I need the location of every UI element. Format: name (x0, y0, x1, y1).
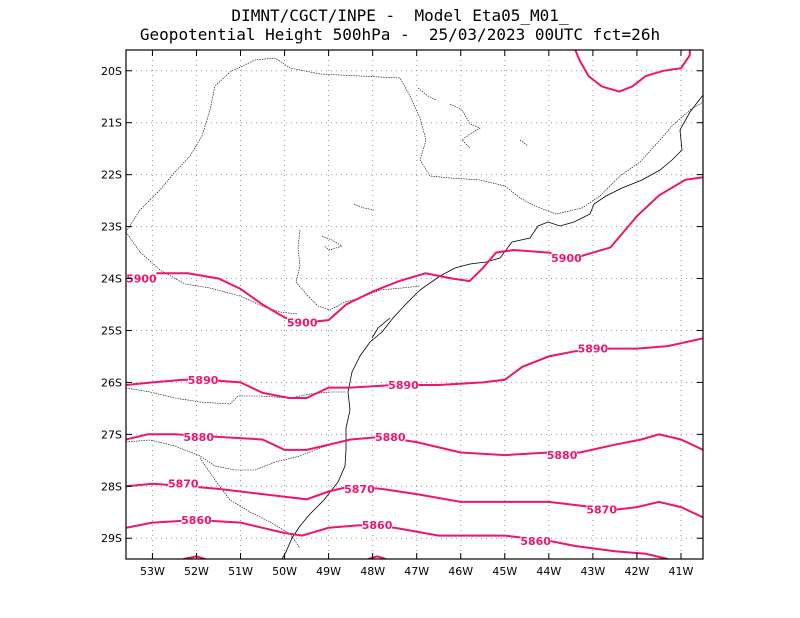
lon-tick-label: 44W (536, 565, 561, 578)
map-title-line-2: Geopotential Height 500hPa - 25/03/2023 … (139, 25, 661, 44)
contour-label-bg (388, 378, 419, 392)
national-border-west (199, 457, 301, 549)
contour-label-5900: 5900 (287, 317, 318, 330)
contour-label-bg (287, 315, 318, 329)
contour-label-5880: 5880 (547, 449, 578, 462)
lat-lon-grid (126, 50, 703, 559)
lon-tick-label: 49W (316, 565, 341, 578)
reservoir-5 (519, 139, 529, 147)
contour-label-bg (362, 518, 393, 532)
contour-label-bg (551, 250, 582, 264)
state-border-ms-sp (126, 57, 601, 233)
lat-tick-label: 26S (101, 376, 122, 389)
contour-5870-3 (126, 482, 703, 519)
reservoir-2 (321, 235, 343, 251)
state-border-pr-sp (295, 229, 421, 311)
contour-label-5870: 5870 (168, 478, 199, 491)
lat-tick-label: 23S (101, 221, 122, 234)
contour-5900-0 (126, 176, 703, 324)
lon-tick-label: 52W (184, 565, 209, 578)
contour-label-5890: 5890 (188, 374, 219, 387)
contour-label-bg (586, 502, 617, 516)
lon-tick-label: 46W (448, 565, 473, 578)
lon-tick-label: 50W (272, 565, 297, 578)
height-contours (126, 50, 703, 559)
lat-tick-label: 29S (101, 532, 122, 545)
contour-label-bg (126, 271, 157, 285)
lon-tick-label: 48W (360, 565, 385, 578)
contour-label-bg (168, 476, 199, 490)
lon-tick-label: 51W (228, 565, 253, 578)
lat-tick-label: 22S (101, 169, 122, 182)
contour-label-5870: 5870 (586, 504, 617, 517)
map-land-outlines (126, 57, 703, 559)
reservoir-4 (417, 87, 437, 101)
coastline (281, 94, 703, 559)
lat-tick-label: 27S (101, 428, 122, 441)
lon-tick-label: 43W (580, 565, 605, 578)
lon-tick-label: 45W (492, 565, 517, 578)
contour-label-bg (344, 481, 375, 495)
lat-tick-label: 24S (101, 273, 122, 286)
reservoir-1 (449, 103, 481, 149)
contour-label-bg (188, 372, 219, 386)
plot-frame (125, 49, 704, 560)
contour-label-5880: 5880 (183, 431, 214, 444)
contour-label-5900: 5900 (126, 273, 157, 286)
lon-tick-label: 41W (669, 565, 694, 578)
contour-label-bg (181, 513, 212, 527)
contour-label-5890: 5890 (388, 379, 419, 392)
reservoir-3 (353, 203, 375, 211)
lagoon-coast (371, 317, 391, 339)
contour-5850-7 (368, 555, 387, 559)
contour-label-bg (375, 429, 406, 443)
lat-tick-label: 28S (101, 480, 122, 493)
contour-label-5890: 5890 (578, 343, 609, 356)
lat-tick-label: 21S (101, 117, 122, 130)
contour-5900-5 (574, 50, 691, 93)
lon-tick-label: 47W (404, 565, 429, 578)
contour-label-bg (183, 429, 214, 443)
contour-label-bg (577, 341, 608, 355)
axis-ticks: 20S 21S 22S 23S 24S 25S 26S 27S 28S 29S 53W 52W 51W 5… (101, 50, 703, 578)
contour-label-5860: 5860 (520, 535, 551, 548)
state-border-mg-rj (599, 101, 703, 197)
state-border-sc-rs (126, 439, 341, 471)
lat-tick-label: 25S (101, 324, 122, 337)
contour-label-bg (547, 448, 578, 462)
lon-tick-label: 42W (624, 565, 649, 578)
lon-tick-label: 53W (140, 565, 165, 578)
contour-label-5860: 5860 (362, 519, 393, 532)
contour-label-5900: 5900 (551, 252, 582, 265)
contour-labels: 5900 5900 5900 5890 5890 5890 5880 5880 5880 5870… (126, 250, 617, 548)
lat-tick-label: 20S (101, 65, 122, 78)
contour-label-5870: 5870 (344, 483, 375, 496)
state-border-pr-west (126, 231, 299, 315)
contour-label-5880: 5880 (375, 431, 406, 444)
contour-label-5860: 5860 (181, 514, 212, 527)
contour-label-bg (520, 533, 551, 547)
map-title-line-1: DIMNT/CGCT/INPE - Model Eta05_M01_ (231, 6, 569, 25)
